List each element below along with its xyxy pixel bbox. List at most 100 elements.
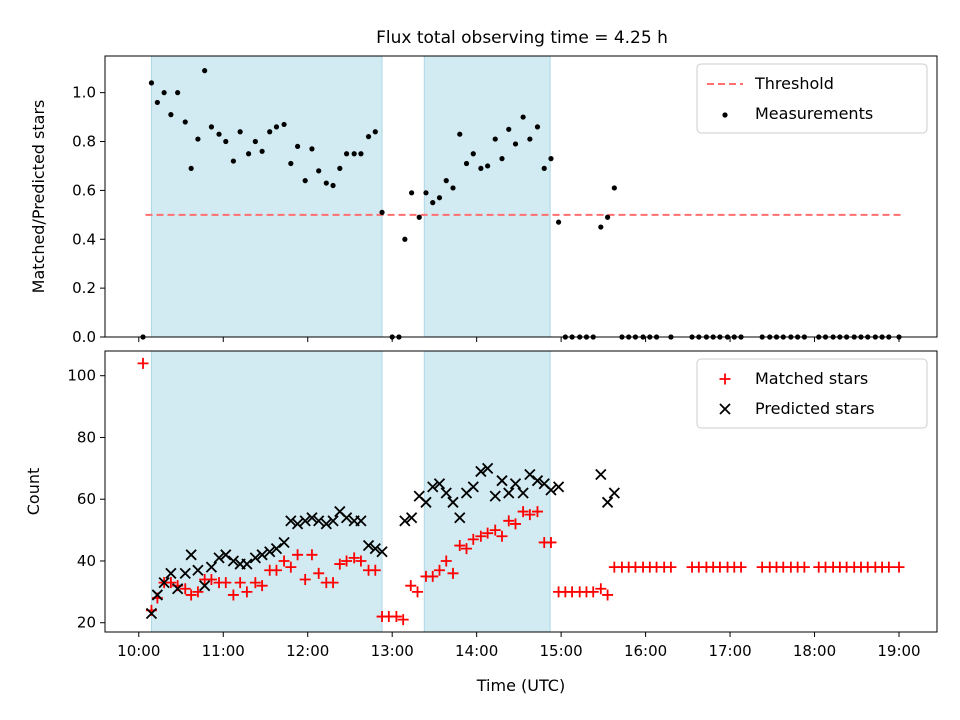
predicted-point	[192, 564, 204, 576]
x-tick-label: 14:00	[455, 642, 498, 660]
predicted-point	[467, 481, 479, 493]
measurement-point	[379, 209, 385, 215]
measurement-point	[409, 190, 415, 196]
y-tick-label: 0.4	[72, 230, 96, 248]
measurement-point	[506, 126, 512, 132]
matched-point	[185, 589, 197, 601]
predicted-point	[447, 496, 459, 508]
predicted-point	[227, 555, 240, 567]
matched-point	[334, 558, 346, 570]
predicted-point	[340, 512, 353, 524]
x-tick-label: 15:00	[540, 642, 583, 660]
measurement-point	[492, 136, 498, 142]
y-tick-label: 0.0	[72, 328, 96, 346]
matched-point	[165, 577, 177, 589]
matched-point	[327, 577, 339, 589]
measurement-point	[208, 124, 215, 130]
matched-point	[390, 611, 402, 623]
legend-box	[696, 358, 928, 429]
matched-point	[405, 580, 417, 592]
measurement-point	[223, 138, 229, 145]
measurement-point	[168, 112, 174, 118]
predicted-point	[399, 515, 411, 527]
predicted-point	[496, 475, 508, 487]
y-tick-label: 0.2	[72, 279, 96, 297]
x-axis-label: Time (UTC)	[476, 676, 565, 695]
matched-point	[179, 583, 191, 595]
predicted-point	[179, 567, 191, 579]
predicted-point	[517, 487, 529, 499]
predicted-point	[320, 518, 332, 530]
series-predicted-stars	[145, 462, 620, 620]
legend: Matched stars Predicted stars	[696, 358, 928, 429]
predicted-point	[427, 481, 439, 493]
axes-frame	[104, 55, 938, 338]
measurement-point	[611, 185, 617, 191]
legend: Threshold Measurements	[696, 63, 928, 134]
predicted-point	[489, 490, 501, 502]
matched-point	[440, 555, 452, 567]
measurement-point	[202, 68, 208, 74]
predicted-point	[327, 515, 339, 527]
predicted-point	[369, 542, 381, 555]
measurement-point	[430, 200, 436, 206]
legend-predicted-swatch	[719, 403, 731, 415]
measurement-point	[416, 214, 422, 220]
measurement-point	[281, 121, 287, 128]
matched-point	[496, 530, 508, 542]
predicted-point	[362, 539, 375, 552]
measurement-point	[358, 151, 364, 157]
measurement-point	[195, 136, 201, 142]
measurement-point	[512, 141, 519, 147]
measurement-point	[598, 224, 604, 230]
x-tick-label: 18:00	[793, 642, 836, 660]
y-tick-label: 80	[77, 428, 96, 446]
x-tick-label: 11:00	[202, 642, 245, 660]
legend-box	[696, 63, 928, 134]
matched-point	[241, 586, 253, 598]
y-tick-label: 20	[77, 614, 96, 632]
x-tick-label: 19:00	[877, 642, 920, 660]
predicted-point	[199, 580, 211, 592]
measurement-point	[541, 165, 547, 171]
matched-point	[735, 561, 747, 573]
predicted-point	[433, 478, 446, 490]
matched-point	[220, 577, 232, 589]
predicted-point	[205, 561, 218, 573]
measurement-point	[154, 99, 160, 106]
shaded-interval	[423, 350, 551, 633]
predicted-point	[545, 484, 557, 496]
predicted-point	[531, 475, 544, 487]
y-tick-label: 100	[67, 367, 96, 385]
predicted-point	[151, 589, 164, 601]
legend-label: Matched stars	[755, 369, 868, 388]
measurement-point	[534, 124, 541, 130]
top-panel-ratio: 0.0 0.2 0.4 0.6 0.8 1.0 Matched/Predicted star…	[29, 55, 938, 346]
matched-point	[348, 552, 360, 564]
y-tick-label: 40	[77, 552, 96, 570]
measurement-point	[499, 156, 505, 162]
matched-point	[256, 580, 268, 592]
y-axis-label: Count	[24, 468, 43, 516]
measurement-point	[470, 151, 476, 157]
measurement-point	[337, 165, 343, 171]
y-tick-label: 1.0	[72, 84, 96, 102]
measurement-point	[302, 178, 308, 184]
matched-point	[475, 530, 487, 542]
measurement-point	[230, 158, 236, 164]
predicted-point	[270, 542, 283, 555]
measurement-point	[323, 180, 329, 186]
predicted-point	[249, 552, 261, 564]
matched-point	[489, 524, 501, 536]
matched-point	[341, 555, 353, 567]
matched-point	[278, 555, 290, 567]
matched-point	[205, 574, 217, 586]
measurement-point	[252, 138, 258, 145]
predicted-point	[420, 496, 432, 508]
predicted-point	[509, 478, 522, 490]
matched-point	[427, 570, 439, 582]
predicted-point	[264, 546, 276, 558]
measurement-point	[267, 129, 273, 135]
predicted-point	[158, 576, 170, 589]
